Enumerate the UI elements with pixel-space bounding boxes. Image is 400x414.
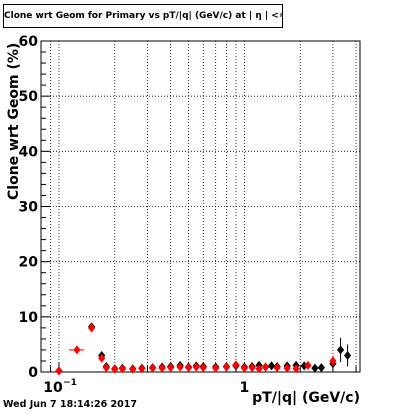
y-tick-label: 40 (19, 144, 39, 160)
data-point (261, 362, 270, 372)
diamond-marker (232, 360, 240, 370)
data-marks (55, 322, 352, 376)
data-point (118, 364, 127, 374)
timestamp: Wed Jun 7 18:14:26 2017 (3, 399, 137, 410)
data-point (68, 345, 85, 355)
x-axis-label: pT/|q| (GeV/c) (252, 390, 360, 406)
diamond-marker (336, 345, 345, 355)
y-tick-label: 20 (19, 255, 39, 271)
data-point (232, 360, 240, 370)
diamond-marker (222, 362, 231, 372)
y-tick-label: 10 (19, 310, 39, 326)
diamond-marker (176, 362, 184, 372)
data-point (267, 361, 276, 371)
y-tick-label: 30 (19, 200, 39, 216)
diamond-marker (317, 363, 325, 373)
diamond-marker (73, 345, 81, 355)
diamond-marker (311, 363, 319, 373)
y-axis-label: Clone wrt Geom (%) (6, 42, 22, 200)
data-point (88, 323, 96, 333)
diamond-marker (184, 363, 193, 373)
diamond-marker (167, 363, 175, 373)
data-point (176, 362, 184, 372)
diamond-marker (255, 364, 263, 374)
data-point (329, 355, 337, 367)
diamond-marker (138, 364, 146, 374)
data-point (292, 364, 300, 374)
diamond-marker (55, 366, 63, 376)
x-tick-exponent: −1 (63, 378, 77, 388)
data-point (255, 364, 263, 374)
diamond-marker (88, 323, 96, 333)
grid-lines (41, 41, 360, 372)
y-tick-label: 50 (19, 89, 39, 105)
data-point (212, 363, 220, 373)
diamond-marker (102, 363, 110, 373)
diamond-marker (283, 363, 291, 373)
diamond-marker (267, 361, 276, 371)
diamond-marker (343, 350, 352, 360)
x-tick-label: 10 (43, 380, 63, 396)
y-tick-label: 60 (19, 34, 39, 50)
diamond-marker (129, 364, 137, 374)
data-point (129, 364, 137, 374)
data-point (98, 353, 106, 363)
diamond-marker (273, 363, 281, 373)
data-point (149, 363, 157, 373)
data-point (283, 363, 291, 373)
data-point (199, 363, 207, 373)
diamond-marker (158, 363, 166, 373)
data-point (336, 337, 345, 363)
data-point (311, 363, 319, 373)
data-point (111, 364, 119, 374)
diamond-marker (292, 364, 300, 374)
diamond-marker (199, 363, 207, 373)
data-point (192, 362, 200, 372)
data-point (317, 363, 325, 373)
diamond-marker (118, 364, 127, 374)
diamond-marker (240, 363, 249, 373)
y-tick-label: 0 (28, 365, 38, 381)
diamond-marker (261, 362, 270, 372)
data-point (55, 366, 63, 376)
data-point (102, 363, 110, 373)
data-point (248, 363, 256, 373)
diamond-marker (248, 363, 256, 373)
diamond-marker (304, 360, 312, 370)
data-point (184, 363, 193, 373)
diamond-marker (149, 363, 157, 373)
data-point (343, 344, 352, 367)
series-2 (55, 323, 337, 376)
diamond-marker (192, 362, 200, 372)
x-tick-label: 1 (240, 380, 250, 396)
data-point (158, 363, 166, 373)
data-point (273, 363, 281, 373)
diamond-marker (329, 356, 337, 366)
diamond-marker (212, 363, 220, 373)
diamond-marker (111, 364, 119, 374)
data-point (167, 363, 175, 373)
data-point (222, 362, 231, 372)
data-point (240, 363, 249, 373)
diamond-marker (98, 353, 106, 363)
chart-title: Clone wrt Geom for Primary vs pT/|q| (Ge… (3, 4, 283, 28)
data-point (138, 364, 146, 374)
data-point (304, 360, 312, 370)
